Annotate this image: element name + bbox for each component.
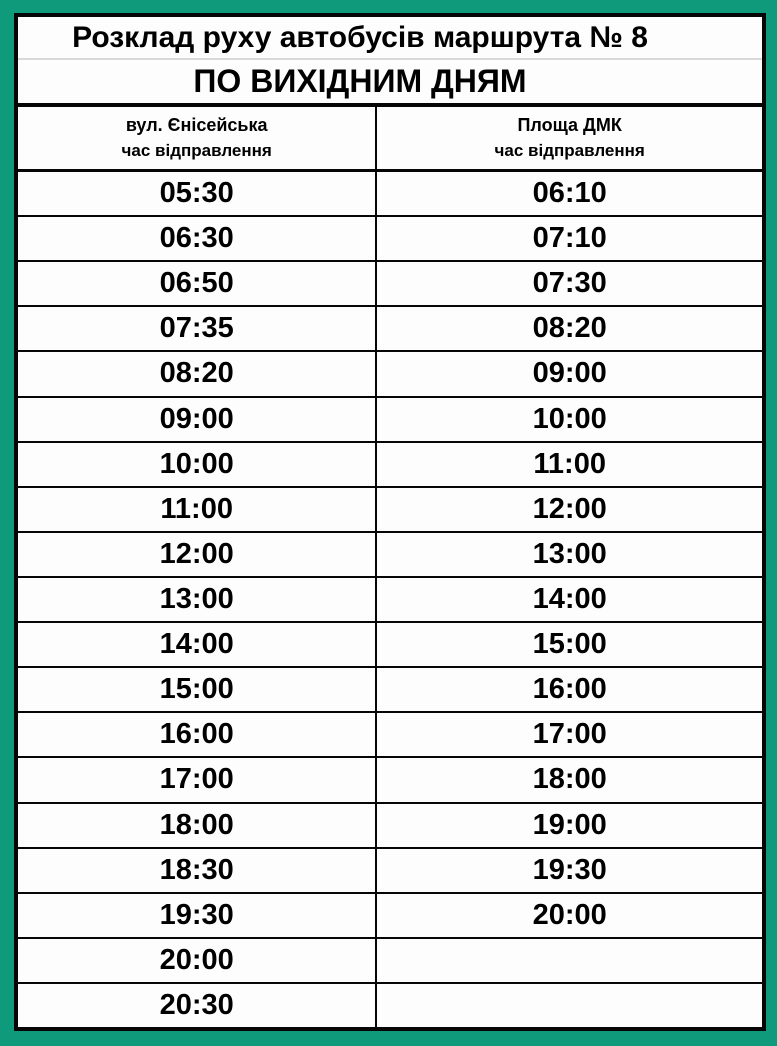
departure-time-cell: 20:00	[532, 898, 607, 931]
table-row: 08:20 09:00	[18, 352, 762, 398]
departure-time-cell: 05:30	[18, 172, 378, 216]
departure-time-cell: 18:00	[18, 803, 378, 847]
schedule-title: Розклад руху автобусів маршрута № 8	[18, 17, 762, 60]
departure-time-cell: 10:00	[18, 442, 378, 486]
table-row: 06:30 07:10	[18, 217, 762, 263]
table-row: 13:00 14:00	[18, 577, 762, 624]
departure-time-cell: 18:30	[18, 848, 378, 892]
departure-time-cell: 20:30	[18, 983, 378, 1028]
departure-time-label: час відправлення	[494, 140, 645, 160]
departure-time-cell: 10:00	[532, 402, 607, 435]
table-row: 11:00 12:00	[18, 487, 762, 533]
departure-time-cell: 08:20	[532, 312, 607, 345]
table-row: 20:30	[18, 983, 762, 1028]
departure-time-cell: 06:10	[532, 177, 607, 210]
table-row: 09:00 10:00	[18, 397, 762, 443]
departure-time-cell: 07:35	[18, 307, 378, 351]
departure-time-cell: 13:00	[18, 577, 378, 622]
departure-time-cell: 19:30	[18, 893, 378, 937]
table-row: 18:30 19:30	[18, 848, 762, 894]
departure-time-cell: 16:00	[18, 713, 378, 757]
departure-time-cell: 14:00	[532, 583, 607, 616]
departure-time-cell	[377, 984, 762, 1027]
table-row: 05:30 06:10	[18, 172, 762, 218]
stop-name-label: Площа ДМК	[517, 115, 622, 136]
table-row: 16:00 17:00	[18, 713, 762, 759]
table-row: 15:00 16:00	[18, 668, 762, 714]
table-row: 14:00 15:00	[18, 623, 762, 669]
departure-time-cell: 15:00	[532, 628, 607, 661]
table-row: 19:30 20:00	[18, 893, 762, 939]
schedule-subtitle: ПО ВИХІДНИМ ДНЯМ	[193, 63, 527, 99]
departure-time-cell: 15:00	[18, 668, 378, 712]
departure-time-cell: 08:20	[18, 352, 378, 396]
departure-time-cell: 17:00	[532, 718, 607, 751]
table-row: 07:35 08:20	[18, 307, 762, 353]
departure-time-cell: 14:00	[18, 623, 378, 667]
departure-time-cell: 16:00	[532, 673, 607, 706]
table-row: 12:00 13:00	[18, 532, 762, 578]
departure-time-label: час відправлення	[121, 140, 272, 160]
departure-time-cell: 09:00	[18, 397, 378, 441]
departure-time-cell: 17:00	[18, 758, 378, 802]
departure-time-cell: 18:00	[532, 763, 607, 796]
departure-time-cell: 09:00	[532, 357, 607, 390]
table-row: 20:00	[18, 938, 762, 984]
departure-time-cell	[377, 939, 762, 982]
table-row: 06:50 07:30	[18, 262, 762, 308]
departure-time-cell: 19:30	[532, 853, 607, 886]
table-row: 17:00 18:00	[18, 758, 762, 804]
column-header-yeniseiska: вул. Єнісейська час відправлення	[18, 107, 378, 169]
departure-time-cell: 12:00	[532, 492, 607, 525]
departure-time-cell: 12:00	[18, 532, 378, 576]
table-row: 10:00 11:00	[18, 442, 762, 488]
departure-time-cell: 06:50	[18, 262, 378, 306]
table-header: вул. Єнісейська час відправлення Площа Д…	[18, 103, 762, 172]
departure-time-cell: 07:10	[532, 222, 607, 255]
departure-time-cell: 11:00	[533, 447, 606, 480]
table-row: 18:00 19:00	[18, 803, 762, 849]
column-header-dmk: Площа ДМК час відправлення	[377, 107, 762, 169]
departure-time-cell: 19:00	[532, 808, 607, 841]
departure-time-cell: 07:30	[532, 267, 607, 300]
stop-name-label: вул. Єнісейська	[125, 115, 268, 136]
departure-time-cell: 06:30	[18, 217, 378, 261]
departure-time-cell: 20:00	[18, 938, 378, 982]
schedule-table: Розклад руху автобусів маршрута № 8 ПО В…	[14, 13, 766, 1031]
schedule-rows: 05:30 06:10 06:30 07:10 06:50 07:30 07:35 08:20…	[18, 172, 762, 1028]
departure-time-cell: 13:00	[532, 537, 607, 570]
departure-time-cell: 11:00	[18, 487, 378, 531]
